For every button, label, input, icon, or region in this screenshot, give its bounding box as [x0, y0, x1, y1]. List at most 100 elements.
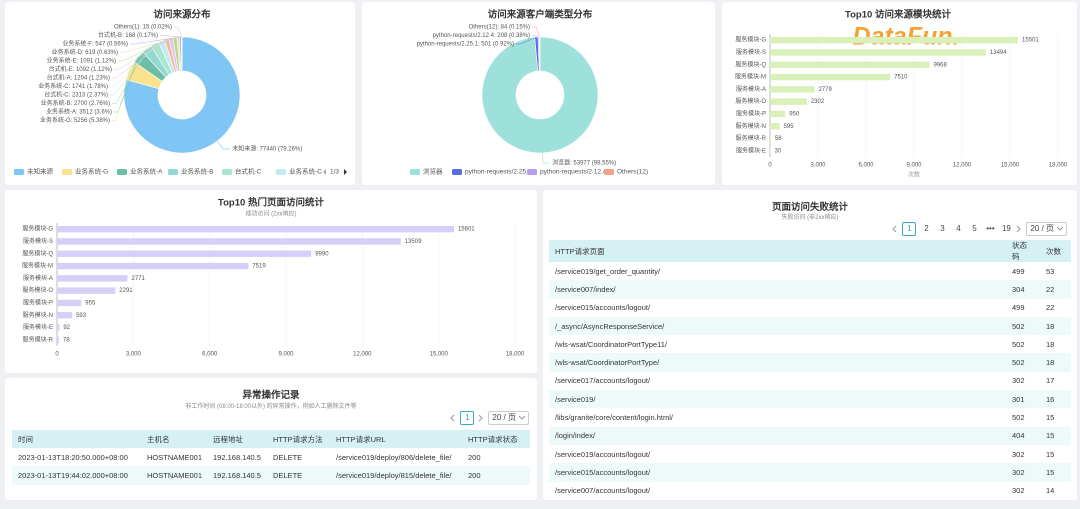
table-cell: 302 [1012, 449, 1025, 459]
client-pie-panel [362, 2, 715, 185]
table-cell: 22 [1046, 303, 1055, 313]
table-cell: 499 [1012, 303, 1025, 313]
page-button[interactable]: 1 [460, 411, 475, 425]
chevron[interactable] [519, 414, 525, 422]
table-cell: 18 [1040, 316, 1071, 336]
table-cell: 502 [1012, 339, 1025, 349]
page-size: 20 / 页 [1030, 224, 1054, 233]
table-row: /service019/accounts/logout/302 15 [549, 445, 1071, 463]
table-cell: /service019/deploy/815/delete_file/ [330, 466, 462, 485]
table-cell: 301 [1006, 390, 1040, 409]
table-cell: 15 [1046, 413, 1055, 423]
header-cell: 时间 [12, 430, 141, 448]
table-row: /service007/accounts/logout/302 14 [549, 482, 1071, 500]
table-cell: 22 [1040, 280, 1071, 299]
table-cell: 2023-01-13T19:44:02.000+08:00 [12, 466, 141, 485]
table-cell: /_async/AsyncResponseService/ [549, 316, 1006, 336]
table-cell: 302 [1012, 376, 1025, 386]
page-size: 20 / 页 [492, 413, 516, 422]
table-cell: 17 [1046, 376, 1055, 386]
table-cell: 502 [1006, 353, 1040, 372]
table-cell: 15 [1040, 463, 1071, 482]
table-row: 2023-01-13T18:20:50.000+08:00 HOSTNAME001… [12, 448, 530, 466]
page-button[interactable]: 2 [924, 224, 929, 233]
anomaly-panel: 异常操作记录 非工作时间 (08:00-18:00以外) 的异常操作，例如人工删… [5, 378, 537, 500]
table-cell: /libs/granite/core/content/login.html/ [555, 413, 673, 423]
page-button[interactable]: 1 [902, 222, 917, 236]
header-cell: 状态码 [1006, 240, 1040, 262]
table-cell: /service007/index/ [549, 280, 1006, 299]
header-row: 时间 主机名 远程地址 HTTP请求方法 HTTP请求URL HTTP请求状态 [12, 430, 530, 448]
fail-panel: 页面访问失败统计 失败访问 (非2xx响应) 1 2 3 4 5 ••• 19 20 / 页 … [543, 190, 1077, 500]
chevron[interactable] [450, 414, 456, 422]
table-cell: /service007/accounts/logout/ [555, 486, 651, 496]
table-cell: 502 [1006, 316, 1040, 336]
table-cell: 18 [1046, 339, 1055, 349]
chevron[interactable] [892, 225, 898, 233]
table-row: /service017/accounts/logout/302 17 [549, 372, 1071, 390]
table-row: /service015/accounts/logout/499 22 [549, 299, 1071, 317]
source-pie-panel [5, 2, 355, 185]
fail-subtitle: 失败访问 (非2xx响应) [781, 215, 839, 221]
data-table: HTTP请求页面 状态码 次数/service019/get_order_quant… [549, 240, 1071, 500]
header-cell: 次数 [1040, 240, 1071, 262]
table-cell: HOSTNAME001 [141, 466, 207, 485]
table-row: /_async/AsyncResponseService/502 18 [549, 316, 1071, 336]
table-cell: /service019/get_order_quantity/ [555, 266, 661, 276]
module-bar-panel [722, 2, 1077, 185]
pagination: 1 20 / 页 [450, 411, 529, 425]
table-row: /service015/accounts/logout/302 15 [549, 463, 1071, 482]
table-cell: 302 [1006, 463, 1040, 482]
table-cell: /service015/accounts/logout/ [549, 463, 1006, 482]
table-cell: 502 [1012, 413, 1025, 423]
table-cell: 200 [462, 466, 530, 485]
table-cell: /login/index/ [549, 426, 1006, 445]
page-button[interactable]: 5 [972, 224, 977, 233]
page-bar-panel [5, 190, 537, 373]
page-size-select[interactable]: 20 / 页 [1026, 222, 1067, 236]
header-cell: HTTP请求URL [330, 430, 462, 448]
anomaly-subtitle: 非工作时间 (08:00-18:00以外) 的异常操作，例如人工删除文件等 [185, 404, 357, 410]
header-row: HTTP请求页面 状态码 次数 [549, 240, 1071, 262]
header-cell: HTTP请求页面 [549, 240, 1006, 262]
chevron-line [479, 414, 484, 422]
table-cell: /service019/accounts/logout/ [555, 449, 651, 459]
page-size-select[interactable]: 20 / 页 [488, 411, 529, 425]
table-row: 2023-01-13T19:44:02.000+08:00 HOSTNAME001… [12, 466, 530, 485]
table-cell: /wls-wsat/CoordinatorPortType/ [549, 353, 1006, 372]
table-cell: 192.168.140.5 [213, 452, 261, 462]
chevron[interactable] [1016, 225, 1022, 233]
table-row: /wls-wsat/CoordinatorPortType/502 18 [549, 353, 1071, 372]
table-cell: 404 [1006, 426, 1040, 445]
header-cell: HTTP请求方法 [267, 430, 330, 448]
table-cell: 499 [1012, 266, 1025, 276]
table-cell: /wls-wsat/CoordinatorPortType11/ [555, 339, 667, 349]
header-cell: 远程地址 [207, 430, 267, 448]
table-row: /wls-wsat/CoordinatorPortType11/502 18 [549, 335, 1071, 353]
table-row: /service019/301 16 [549, 390, 1071, 409]
table-cell: 304 [1006, 280, 1040, 299]
header-cell: 主机名 [141, 430, 207, 448]
fail-title: 页面访问失败统计 [771, 202, 848, 213]
chevron[interactable] [1057, 225, 1063, 233]
table-row: /service019/get_order_quantity/499 53 [549, 262, 1071, 280]
page-button[interactable]: 3 [940, 224, 945, 233]
page-button[interactable]: 4 [956, 224, 961, 233]
table-cell: 192.168.140.5 [207, 466, 267, 485]
table-cell: 18 [1040, 353, 1071, 372]
table-cell: DELETE [267, 466, 330, 485]
table-cell: 302 [1012, 486, 1025, 496]
header-cell: HTTP请求状态 [462, 430, 530, 448]
table-cell: 2023-01-13T18:20:50.000+08:00 [18, 452, 128, 462]
table-cell: /service017/accounts/logout/ [555, 376, 651, 386]
table-cell: 200 [468, 452, 481, 462]
chevron[interactable] [478, 414, 484, 422]
anomaly-title: 异常操作记录 [242, 390, 300, 401]
table-cell: /service019/ [549, 390, 1006, 409]
table-cell: DELETE [273, 452, 303, 462]
table-cell: 53 [1046, 266, 1055, 276]
page-button[interactable]: ••• [986, 224, 995, 233]
table-cell: /service019/deploy/806/delete_file/ [336, 452, 452, 462]
page-button[interactable]: 19 [1001, 224, 1011, 233]
